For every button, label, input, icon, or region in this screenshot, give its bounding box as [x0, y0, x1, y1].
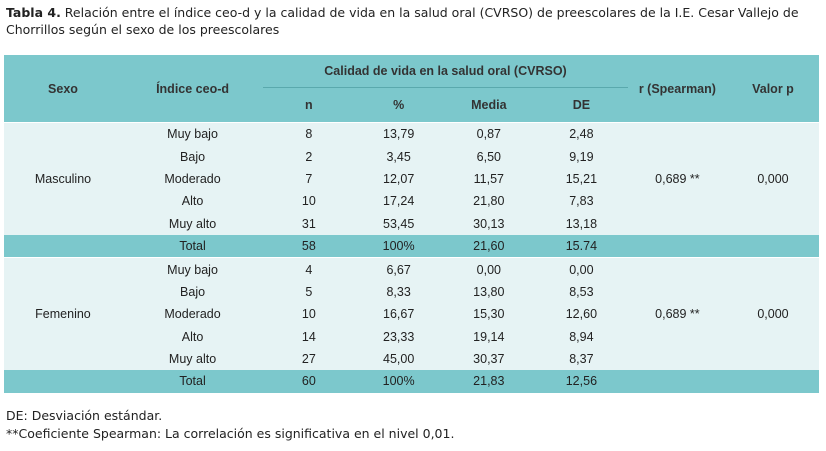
- n-cell: 14: [263, 325, 355, 348]
- n-cell: 8: [263, 122, 355, 146]
- col-group-cvrso: Calidad de vida en la salud oral (CVRSO): [263, 55, 628, 88]
- media-cell: 15,30: [442, 303, 535, 326]
- de-cell: 0,00: [534, 257, 628, 281]
- indice-cell: Total: [121, 370, 264, 393]
- n-cell: 7: [263, 167, 355, 191]
- r-cell: 0,689 **: [627, 257, 727, 371]
- col-media: Media: [442, 87, 535, 123]
- col-indice: Índice ceo-d: [121, 55, 264, 123]
- n-cell: 2: [263, 145, 355, 168]
- indice-cell: Muy bajo: [121, 122, 264, 146]
- pct-cell: 100%: [354, 370, 443, 393]
- media-cell: 11,57: [442, 167, 535, 191]
- media-cell: 0,00: [442, 257, 535, 281]
- n-cell: 4: [263, 257, 355, 281]
- p-cell: 0,000: [726, 257, 819, 371]
- pct-cell: 17,24: [354, 190, 443, 213]
- total-empty-cell: [627, 234, 727, 258]
- de-cell: 15.74: [534, 234, 628, 258]
- de-cell: 15,21: [534, 167, 628, 191]
- table-row: Masculino Muy bajo 8 13,79 0,87 2,48 0,6…: [4, 121, 819, 235]
- de-cell: 12,56: [534, 370, 628, 393]
- table-row: Moderado 7 12,07 11,57 15,21: [4, 167, 819, 191]
- r-cell: 0,689 **: [627, 121, 727, 235]
- total-row: Total 58 100% 21,60 15.74: [4, 234, 819, 258]
- n-cell: 60: [263, 370, 355, 393]
- table-row: Bajo 2 3,45 6,50 9,19: [4, 145, 819, 168]
- de-cell: 8,37: [534, 347, 628, 371]
- pct-cell: 23,33: [354, 325, 443, 348]
- indice-cell: Alto: [121, 190, 264, 213]
- pct-cell: 100%: [354, 234, 443, 258]
- p-cell: 0,000: [726, 121, 819, 235]
- pct-cell: 3,45: [354, 145, 443, 168]
- sex-cell: Femenino: [4, 257, 122, 371]
- de-cell: 9,19: [534, 145, 628, 168]
- pct-cell: 8,33: [354, 280, 443, 304]
- indice-cell: Moderado: [121, 167, 264, 191]
- n-cell: 5: [263, 280, 355, 304]
- col-n: n: [263, 87, 355, 123]
- sex-cell: Masculino: [4, 121, 122, 235]
- pct-cell: 45,00: [354, 347, 443, 371]
- caption-text: Relación entre el índice ceo-d y la cali…: [6, 5, 799, 37]
- total-empty-cell: [726, 234, 819, 258]
- de-cell: 12,60: [534, 303, 628, 326]
- media-cell: 19,14: [442, 325, 535, 348]
- indice-cell: Muy alto: [121, 212, 264, 235]
- pct-cell: 12,07: [354, 167, 443, 191]
- indice-cell: Moderado: [121, 303, 264, 326]
- total-row: Total 60 100% 21,83 12,56: [4, 370, 819, 393]
- indice-cell: Muy bajo: [121, 257, 264, 281]
- pct-cell: 53,45: [354, 212, 443, 235]
- table-row: Moderado 10 16,67 15,30 12,60: [4, 303, 819, 326]
- total-empty-cell: [726, 370, 819, 393]
- media-cell: 21,60: [442, 234, 535, 258]
- table-row: Femenino Muy bajo 4 6,67 0,00 0,00 0,689…: [4, 257, 819, 371]
- total-empty-cell: [4, 234, 122, 258]
- indice-cell: Total: [121, 234, 264, 258]
- n-cell: 31: [263, 212, 355, 235]
- n-cell: 10: [263, 303, 355, 326]
- media-cell: 21,80: [442, 190, 535, 213]
- indice-cell: Bajo: [121, 280, 264, 304]
- media-cell: 6,50: [442, 145, 535, 168]
- n-cell: 58: [263, 234, 355, 258]
- total-empty-cell: [4, 370, 122, 393]
- media-cell: 0,87: [442, 122, 535, 146]
- total-empty-cell: [627, 370, 727, 393]
- de-cell: 8,53: [534, 280, 628, 304]
- pct-cell: 16,67: [354, 303, 443, 326]
- footnote-de: DE: Desviación estándar.: [6, 408, 163, 423]
- table-row: Muy alto 31 53,45 30,13 13,18: [4, 212, 819, 235]
- indice-cell: Bajo: [121, 145, 264, 168]
- n-cell: 10: [263, 190, 355, 213]
- col-pct: %: [354, 87, 443, 123]
- footnote-spearman: **Coeficiente Spearman: La correlación e…: [6, 426, 455, 441]
- media-cell: 30,37: [442, 347, 535, 371]
- table-row: Alto 14 23,33 19,14 8,94: [4, 325, 819, 348]
- col-p: Valor p: [726, 55, 819, 123]
- de-cell: 8,94: [534, 325, 628, 348]
- col-r: r (Spearman): [627, 55, 727, 123]
- col-sexo: Sexo: [4, 55, 122, 123]
- media-cell: 13,80: [442, 280, 535, 304]
- media-cell: 21,83: [442, 370, 535, 393]
- caption-label: Tabla 4.: [6, 5, 61, 20]
- de-cell: 7,83: [534, 190, 628, 213]
- pct-cell: 6,67: [354, 257, 443, 281]
- table-caption: Tabla 4. Relación entre el índice ceo-d …: [6, 4, 818, 38]
- de-cell: 13,18: [534, 212, 628, 235]
- indice-cell: Muy alto: [121, 347, 264, 371]
- de-cell: 2,48: [534, 122, 628, 146]
- col-de: DE: [534, 87, 628, 123]
- results-table: Sexo Índice ceo-d Calidad de vida en la …: [4, 55, 819, 393]
- media-cell: 30,13: [442, 212, 535, 235]
- pct-cell: 13,79: [354, 122, 443, 146]
- n-cell: 27: [263, 347, 355, 371]
- table-row: Muy alto 27 45,00 30,37 8,37: [4, 347, 819, 371]
- table-row: Alto 10 17,24 21,80 7,83: [4, 190, 819, 213]
- indice-cell: Alto: [121, 325, 264, 348]
- table-row: Bajo 5 8,33 13,80 8,53: [4, 280, 819, 304]
